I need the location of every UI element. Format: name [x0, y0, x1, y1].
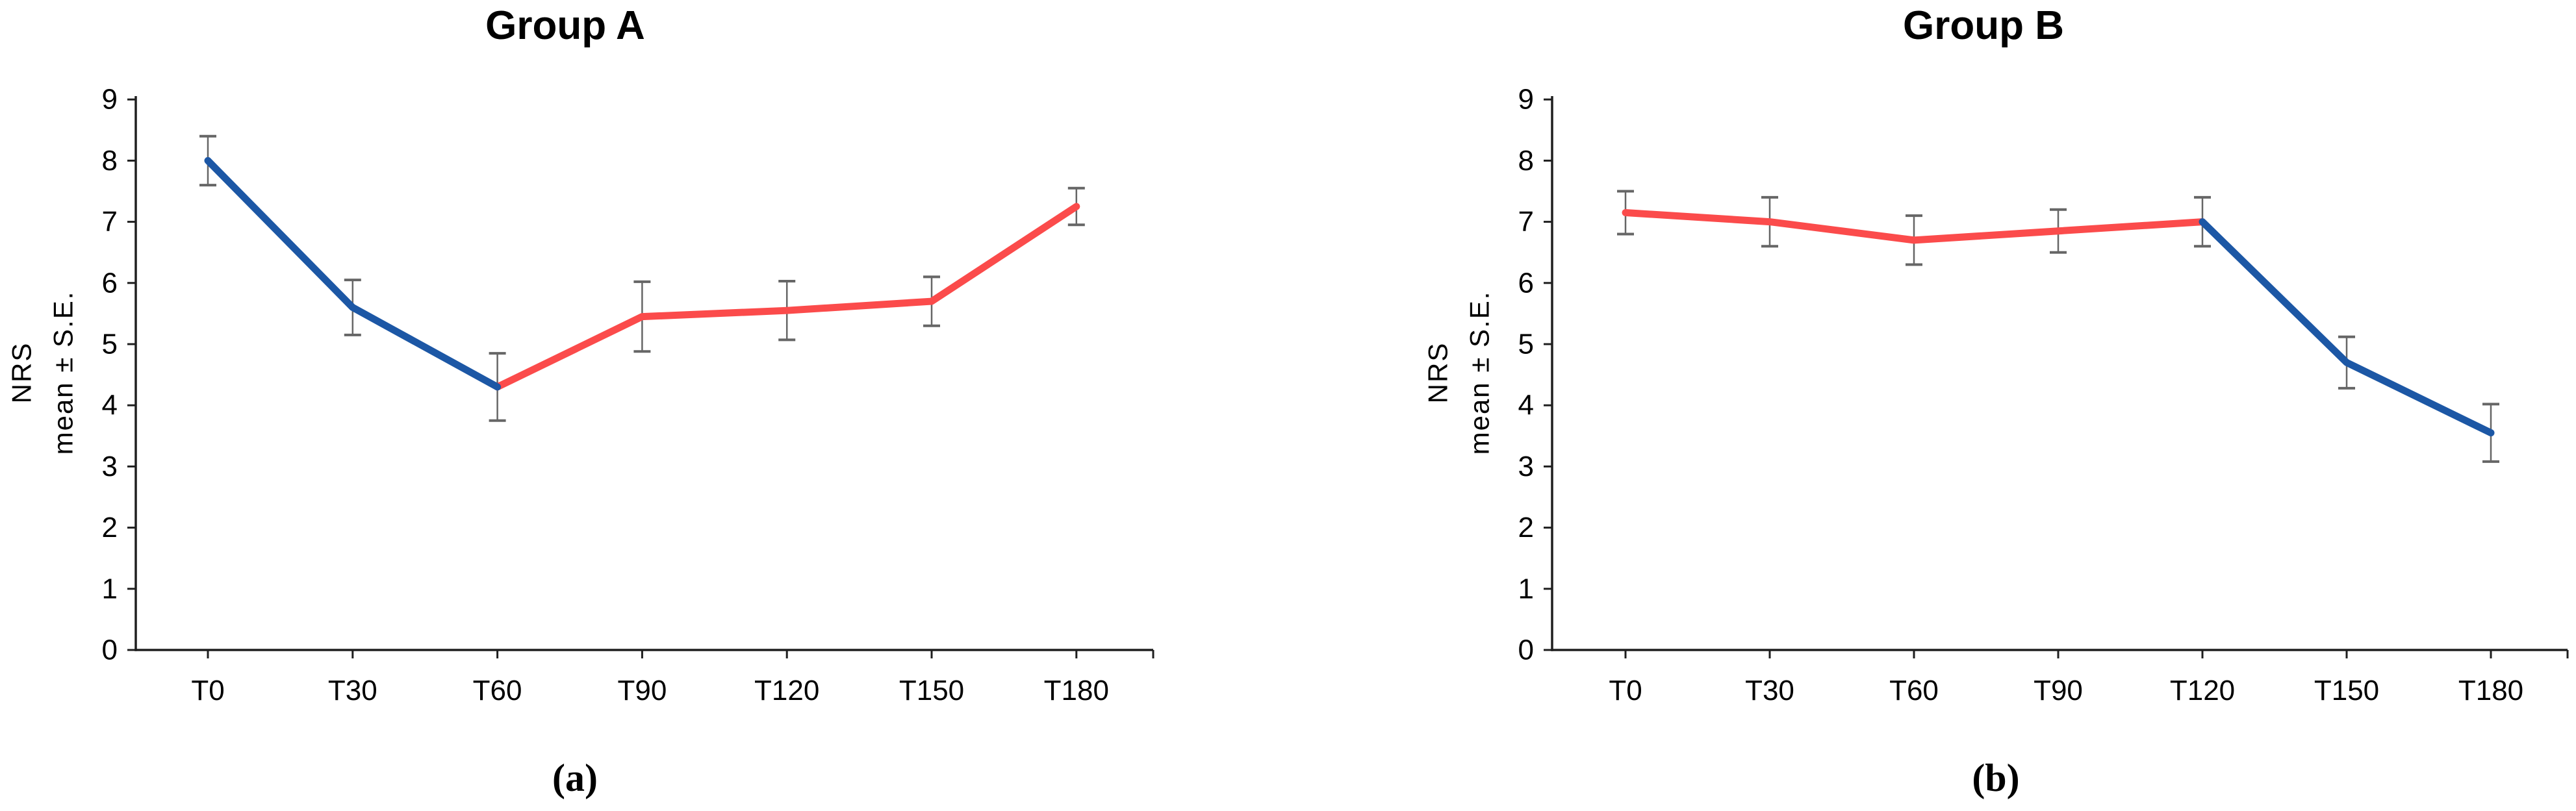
y-tick-label: 3 [102, 451, 118, 482]
x-tick-label: T180 [2458, 675, 2523, 706]
series-line-plateau-red-segment [1622, 208, 2206, 244]
x-tick-label: T150 [899, 675, 964, 706]
series-line-decreasing-blue-segment [2199, 218, 2495, 437]
chart-a-y-axis-label-line2: mean ± S.E. [48, 291, 79, 455]
x-tick-label: T30 [1745, 675, 1794, 706]
y-tick-label: 4 [102, 390, 118, 421]
y-tick-label: 6 [102, 267, 118, 299]
y-tick-label: 1 [102, 573, 118, 605]
x-tick-label: T90 [617, 675, 667, 706]
x-tick-label: T60 [473, 675, 522, 706]
y-tick-label: 7 [102, 206, 118, 238]
chart-a-plot-area: 0 1 2 3 4 5 6 7 8 9 T0 T30 T60 T90 T120 T150 T180 [102, 84, 1154, 706]
y-tick-label: 8 [102, 145, 118, 177]
axes [1551, 96, 2568, 651]
y-tick-label: 5 [1518, 329, 1534, 360]
x-tick-label: T0 [1609, 675, 1642, 706]
x-tick-label: T90 [2034, 675, 2083, 706]
chart-a-y-axis-label-line1: NRS [6, 342, 37, 404]
series-line-decreasing-blue-segment [204, 156, 502, 391]
chart-b-y-axis-label-line1: NRS [1423, 342, 1453, 404]
y-tick-label: 7 [1518, 206, 1534, 238]
y-ticks: 0 1 2 3 4 5 6 7 8 9 [102, 84, 136, 666]
y-tick-label: 9 [1518, 84, 1534, 116]
x-tick-label: T60 [1889, 675, 1939, 706]
error-bars [199, 134, 1085, 422]
x-tick-label: T120 [2170, 675, 2235, 706]
y-tick-label: 6 [1518, 267, 1534, 299]
y-tick-label: 0 [1518, 634, 1534, 666]
x-ticks: T0 T30 T60 T90 T120 T150 T180 [191, 650, 1154, 706]
y-tick-label: 8 [1518, 145, 1534, 177]
chart-a-title: Group A [485, 3, 645, 48]
y-tick-label: 5 [102, 329, 118, 360]
data-line-segments [204, 156, 1080, 391]
chart-b-y-axis-label-line2: mean ± S.E. [1464, 291, 1495, 455]
y-tick-label: 4 [1518, 390, 1534, 421]
chart-b-plot-area: 0 1 2 3 4 5 6 7 8 9 T0 T30 T60 T90 T120 T150 T180 [1518, 84, 2569, 706]
chart-a-caption: (a) [552, 756, 598, 799]
x-tick-label: T0 [191, 675, 224, 706]
chart-b-title: Group B [1903, 3, 2064, 48]
y-tick-label: 1 [1518, 573, 1534, 605]
x-tick-label: T30 [328, 675, 377, 706]
data-line-segments [1622, 208, 2495, 437]
x-tick-label: T180 [1044, 675, 1109, 706]
y-tick-label: 2 [102, 512, 118, 543]
y-ticks: 0 1 2 3 4 5 6 7 8 9 [1518, 84, 1552, 666]
x-tick-label: T150 [2314, 675, 2379, 706]
x-ticks: T0 T30 T60 T90 T120 T150 T180 [1609, 650, 2569, 706]
chart-b-caption: (b) [1972, 756, 2019, 799]
y-tick-label: 2 [1518, 512, 1534, 543]
series-line-increasing-red-segment [494, 203, 1080, 391]
y-tick-label: 0 [102, 634, 118, 666]
axes [134, 96, 1153, 651]
x-tick-label: T120 [754, 675, 819, 706]
y-tick-label: 9 [102, 84, 118, 116]
y-tick-label: 3 [1518, 451, 1534, 482]
